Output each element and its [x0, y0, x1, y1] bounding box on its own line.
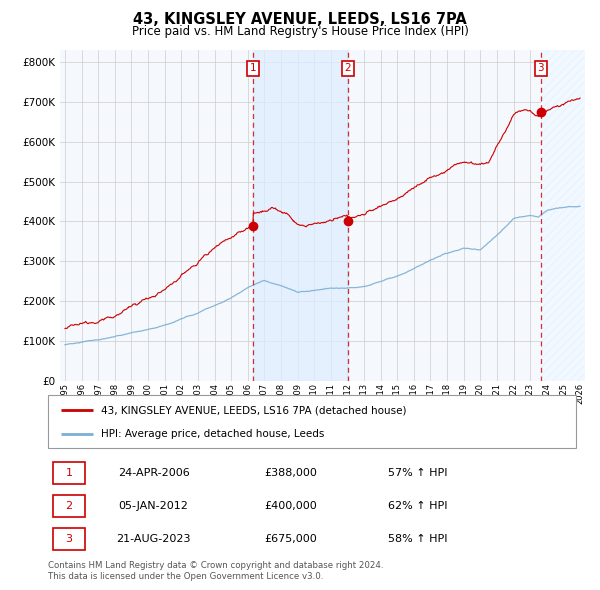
- Text: 24-APR-2006: 24-APR-2006: [118, 468, 190, 478]
- Text: 2: 2: [344, 63, 351, 73]
- Bar: [541, 50, 585, 381]
- Text: HPI: Average price, detached house, Leeds: HPI: Average price, detached house, Leed…: [101, 428, 324, 438]
- Text: 2: 2: [65, 501, 73, 511]
- Bar: [53, 461, 85, 484]
- Text: £388,000: £388,000: [265, 468, 317, 478]
- Bar: [541, 50, 585, 381]
- Text: 57% ↑ HPI: 57% ↑ HPI: [388, 468, 448, 478]
- Bar: [53, 527, 85, 550]
- Text: 62% ↑ HPI: 62% ↑ HPI: [388, 501, 448, 511]
- Text: 1: 1: [65, 468, 73, 478]
- Text: This data is licensed under the Open Government Licence v3.0.: This data is licensed under the Open Gov…: [48, 572, 323, 581]
- Text: £675,000: £675,000: [265, 534, 317, 544]
- Bar: [53, 494, 85, 517]
- Text: Price paid vs. HM Land Registry's House Price Index (HPI): Price paid vs. HM Land Registry's House …: [131, 25, 469, 38]
- Text: 43, KINGSLEY AVENUE, LEEDS, LS16 7PA: 43, KINGSLEY AVENUE, LEEDS, LS16 7PA: [133, 12, 467, 27]
- Text: 1: 1: [250, 63, 256, 73]
- Text: 58% ↑ HPI: 58% ↑ HPI: [388, 534, 448, 544]
- Text: 05-JAN-2012: 05-JAN-2012: [119, 501, 188, 511]
- Text: Contains HM Land Registry data © Crown copyright and database right 2024.: Contains HM Land Registry data © Crown c…: [48, 560, 383, 569]
- Text: £400,000: £400,000: [265, 501, 317, 511]
- Text: 43, KINGSLEY AVENUE, LEEDS, LS16 7PA (detached house): 43, KINGSLEY AVENUE, LEEDS, LS16 7PA (de…: [101, 405, 406, 415]
- Text: 21-AUG-2023: 21-AUG-2023: [116, 534, 191, 544]
- Bar: [253, 50, 347, 381]
- Text: 3: 3: [65, 534, 73, 544]
- Text: 3: 3: [538, 63, 544, 73]
